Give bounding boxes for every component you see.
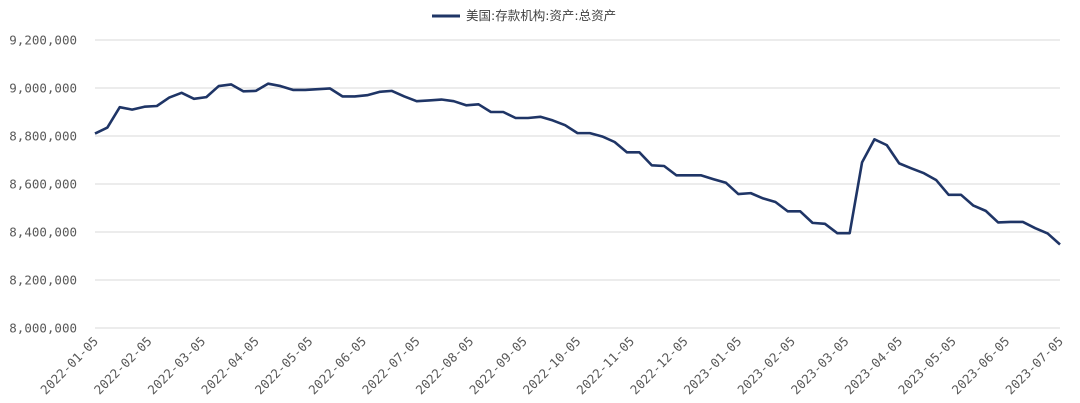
y-tick-label: 9,000,000 <box>9 81 77 96</box>
y-tick-label: 8,800,000 <box>9 129 77 144</box>
y-axis-tick-labels: 8,000,000 8,200,000 8,400,000 8,600,000 8,80… <box>9 33 77 336</box>
y-tick-label: 8,400,000 <box>9 225 77 240</box>
series-line <box>94 82 1061 246</box>
x-tick-label: 2023-07-05 <box>1002 334 1066 398</box>
y-tick-label: 8,000,000 <box>9 321 77 336</box>
gridlines <box>95 39 1060 329</box>
legend: 美国:存款机构:资产:总资产 <box>432 8 616 23</box>
legend-label: 美国:存款机构:资产:总资产 <box>466 8 616 23</box>
y-tick-label: 9,200,000 <box>9 33 77 48</box>
series-lines <box>94 82 1061 246</box>
y-tick-label: 8,600,000 <box>9 177 77 192</box>
y-tick-label: 8,200,000 <box>9 273 77 288</box>
x-axis-tick-labels: 2022-01-052022-02-052022-03-052022-04-05… <box>37 334 1066 398</box>
